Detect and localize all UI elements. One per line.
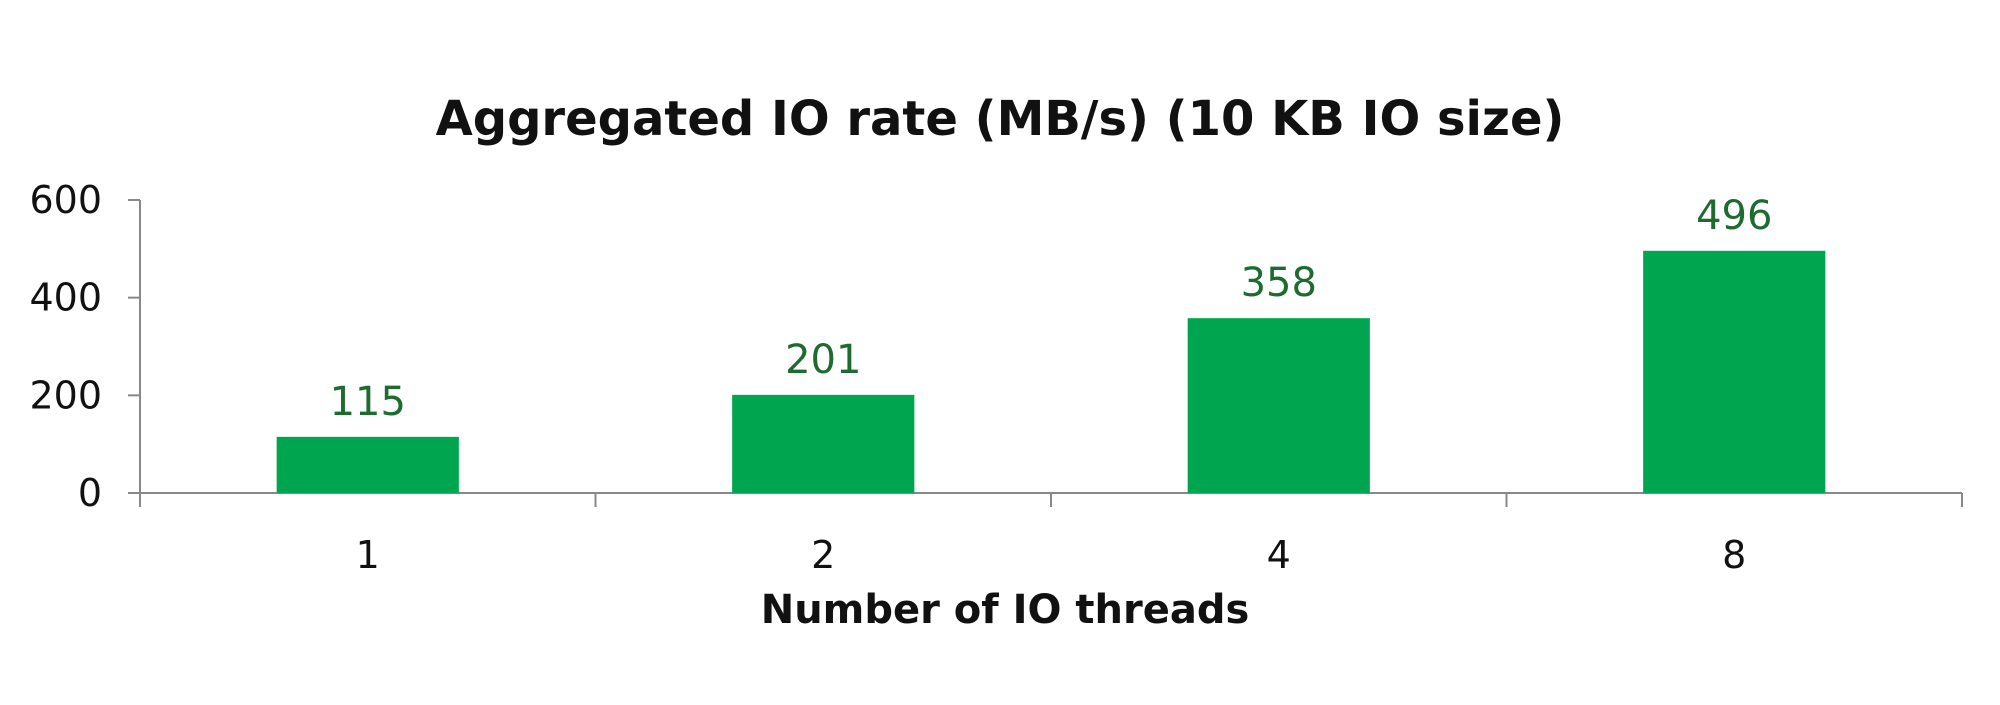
x-axis-ticks: 1 2 4 8 <box>139 493 1963 577</box>
chart-title: Aggregated IO rate (MB/s) (10 KB IO size… <box>436 91 1565 147</box>
bar <box>1643 250 1826 493</box>
data-labels: 115 201 358 496 <box>330 193 1773 425</box>
data-label: 201 <box>785 337 861 383</box>
bar <box>1187 318 1370 493</box>
bars <box>276 250 1826 493</box>
y-tick-label: 200 <box>29 373 102 417</box>
y-tick-label: 0 <box>78 471 102 515</box>
x-tick-label: 1 <box>356 533 380 577</box>
data-label: 496 <box>1696 193 1772 239</box>
x-tick-label: 8 <box>1722 533 1746 577</box>
bar <box>732 394 915 493</box>
y-tick-label: 600 <box>29 178 102 222</box>
x-tick-label: 4 <box>1267 533 1291 577</box>
bar <box>276 436 459 493</box>
x-tick-label: 2 <box>811 533 835 577</box>
y-tick-label: 400 <box>29 276 102 320</box>
data-label: 358 <box>1241 260 1317 306</box>
y-axis-ticks: 0 200 400 600 <box>29 178 140 515</box>
x-axis-title: Number of IO threads <box>761 587 1250 633</box>
data-label: 115 <box>330 379 406 425</box>
